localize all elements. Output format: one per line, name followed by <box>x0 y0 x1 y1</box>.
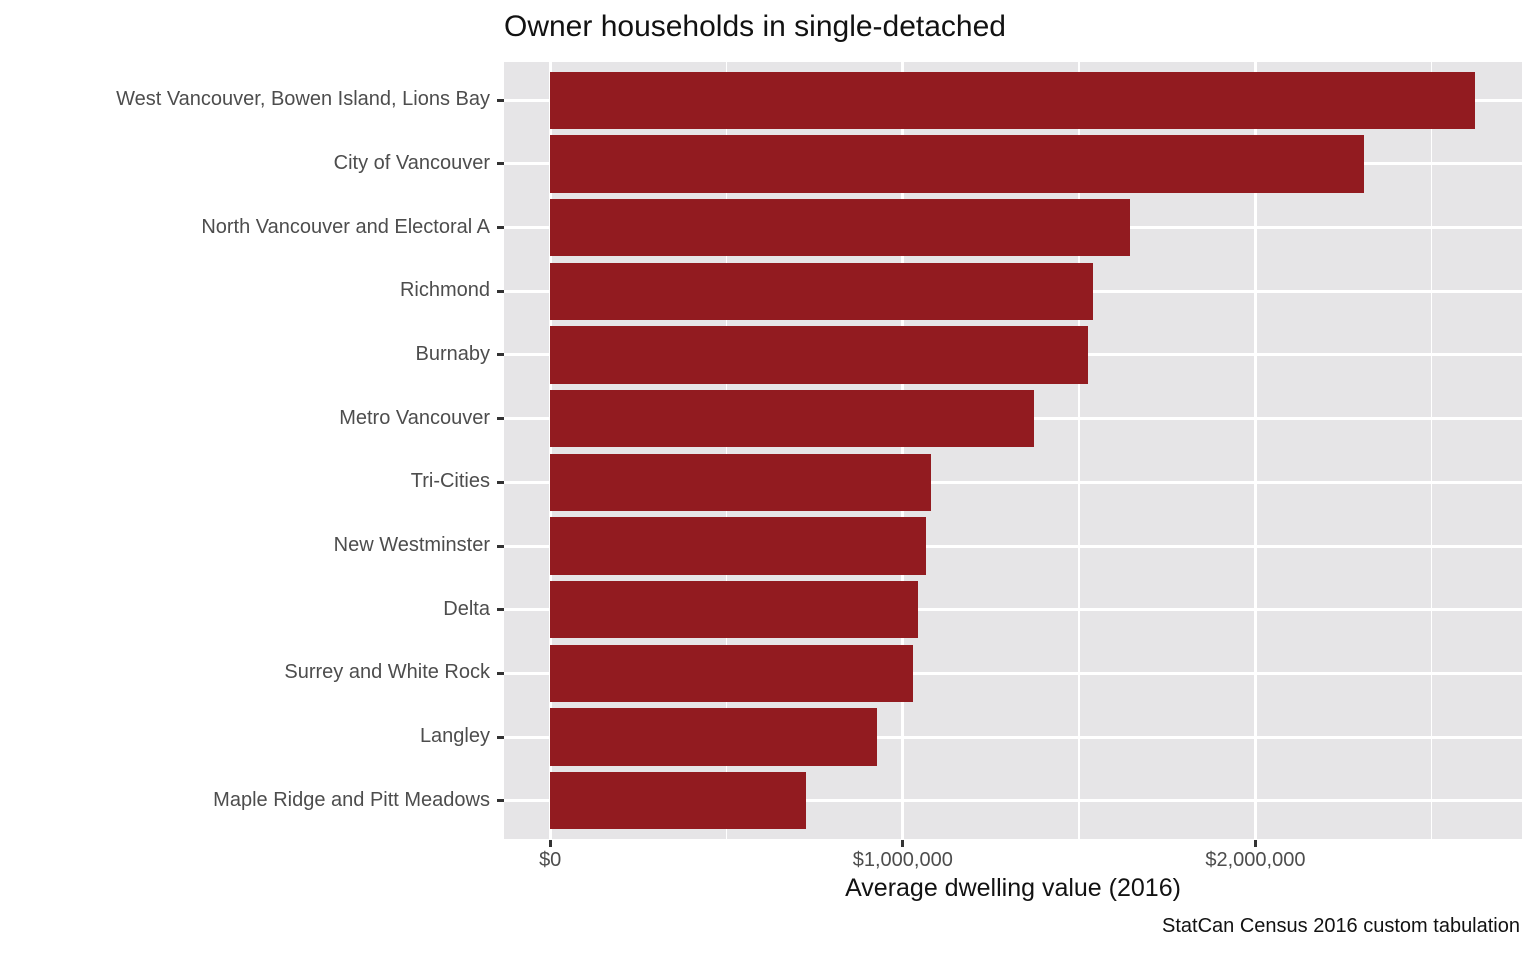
y-tick-label: Metro Vancouver <box>339 406 490 429</box>
category-gridline <box>504 799 1522 803</box>
x-tick-label: $2,000,000 <box>1205 849 1306 871</box>
minor-gridline <box>1078 62 1080 839</box>
caption: StatCan Census 2016 custom tabulation <box>1162 915 1520 937</box>
bar <box>550 772 806 830</box>
major-gridline <box>901 62 905 839</box>
bar <box>550 135 1365 193</box>
x-axis-title: Average dwelling value (2016) <box>845 874 1181 902</box>
x-tick-label: $1,000,000 <box>852 849 953 871</box>
category-gridline <box>504 671 1522 675</box>
bar <box>550 453 932 511</box>
y-tick-label: West Vancouver, Bowen Island, Lions Bay <box>116 88 490 111</box>
minor-gridline <box>1430 62 1433 839</box>
category-gridline <box>504 544 1522 548</box>
bar <box>550 389 1034 448</box>
y-tick-label: Burnaby <box>415 342 491 365</box>
bar <box>550 708 878 766</box>
bar <box>550 644 913 703</box>
y-tick-label: Langley <box>419 725 490 748</box>
y-tick-mark <box>497 226 504 230</box>
y-tick-label: Delta <box>443 597 490 620</box>
bar <box>550 262 1093 320</box>
y-tick-label: Richmond <box>399 279 490 302</box>
bar <box>550 326 1089 384</box>
y-tick-mark <box>497 98 504 102</box>
category-gridline <box>504 608 1522 612</box>
y-tick-label: Surrey and White Rock <box>284 661 490 684</box>
y-tick-mark <box>497 544 504 548</box>
y-tick-label: Tri-Cities <box>410 470 490 493</box>
y-tick-mark <box>497 289 504 293</box>
x-tick-label: $0 <box>539 849 562 871</box>
bar <box>550 198 1130 257</box>
y-tick-mark <box>497 671 504 675</box>
minor-gridline <box>725 62 728 839</box>
y-tick-mark <box>497 735 504 739</box>
y-tick-mark <box>497 162 504 166</box>
bar <box>550 581 918 639</box>
chart-title: Owner households in single-detached <box>504 10 1006 43</box>
major-gridline <box>548 62 552 839</box>
x-tick-mark <box>548 840 552 847</box>
bar <box>550 517 927 575</box>
x-tick-mark <box>901 840 905 847</box>
bar <box>550 71 1476 129</box>
y-tick-label: North Vancouver and Electoral A <box>201 215 490 238</box>
y-tick-mark <box>497 480 504 484</box>
y-tick-mark <box>497 608 504 612</box>
y-tick-mark <box>497 353 504 357</box>
y-tick-mark <box>497 417 504 421</box>
plot-panel <box>504 62 1522 839</box>
y-tick-label: New Westminster <box>333 534 490 557</box>
y-tick-label: Maple Ridge and Pitt Meadows <box>213 788 490 811</box>
y-tick-label: City of Vancouver <box>333 151 490 174</box>
category-gridline <box>504 480 1522 484</box>
major-gridline <box>1253 62 1257 839</box>
y-tick-mark <box>497 799 504 803</box>
category-gridline <box>504 735 1522 739</box>
x-tick-mark <box>1253 840 1257 847</box>
